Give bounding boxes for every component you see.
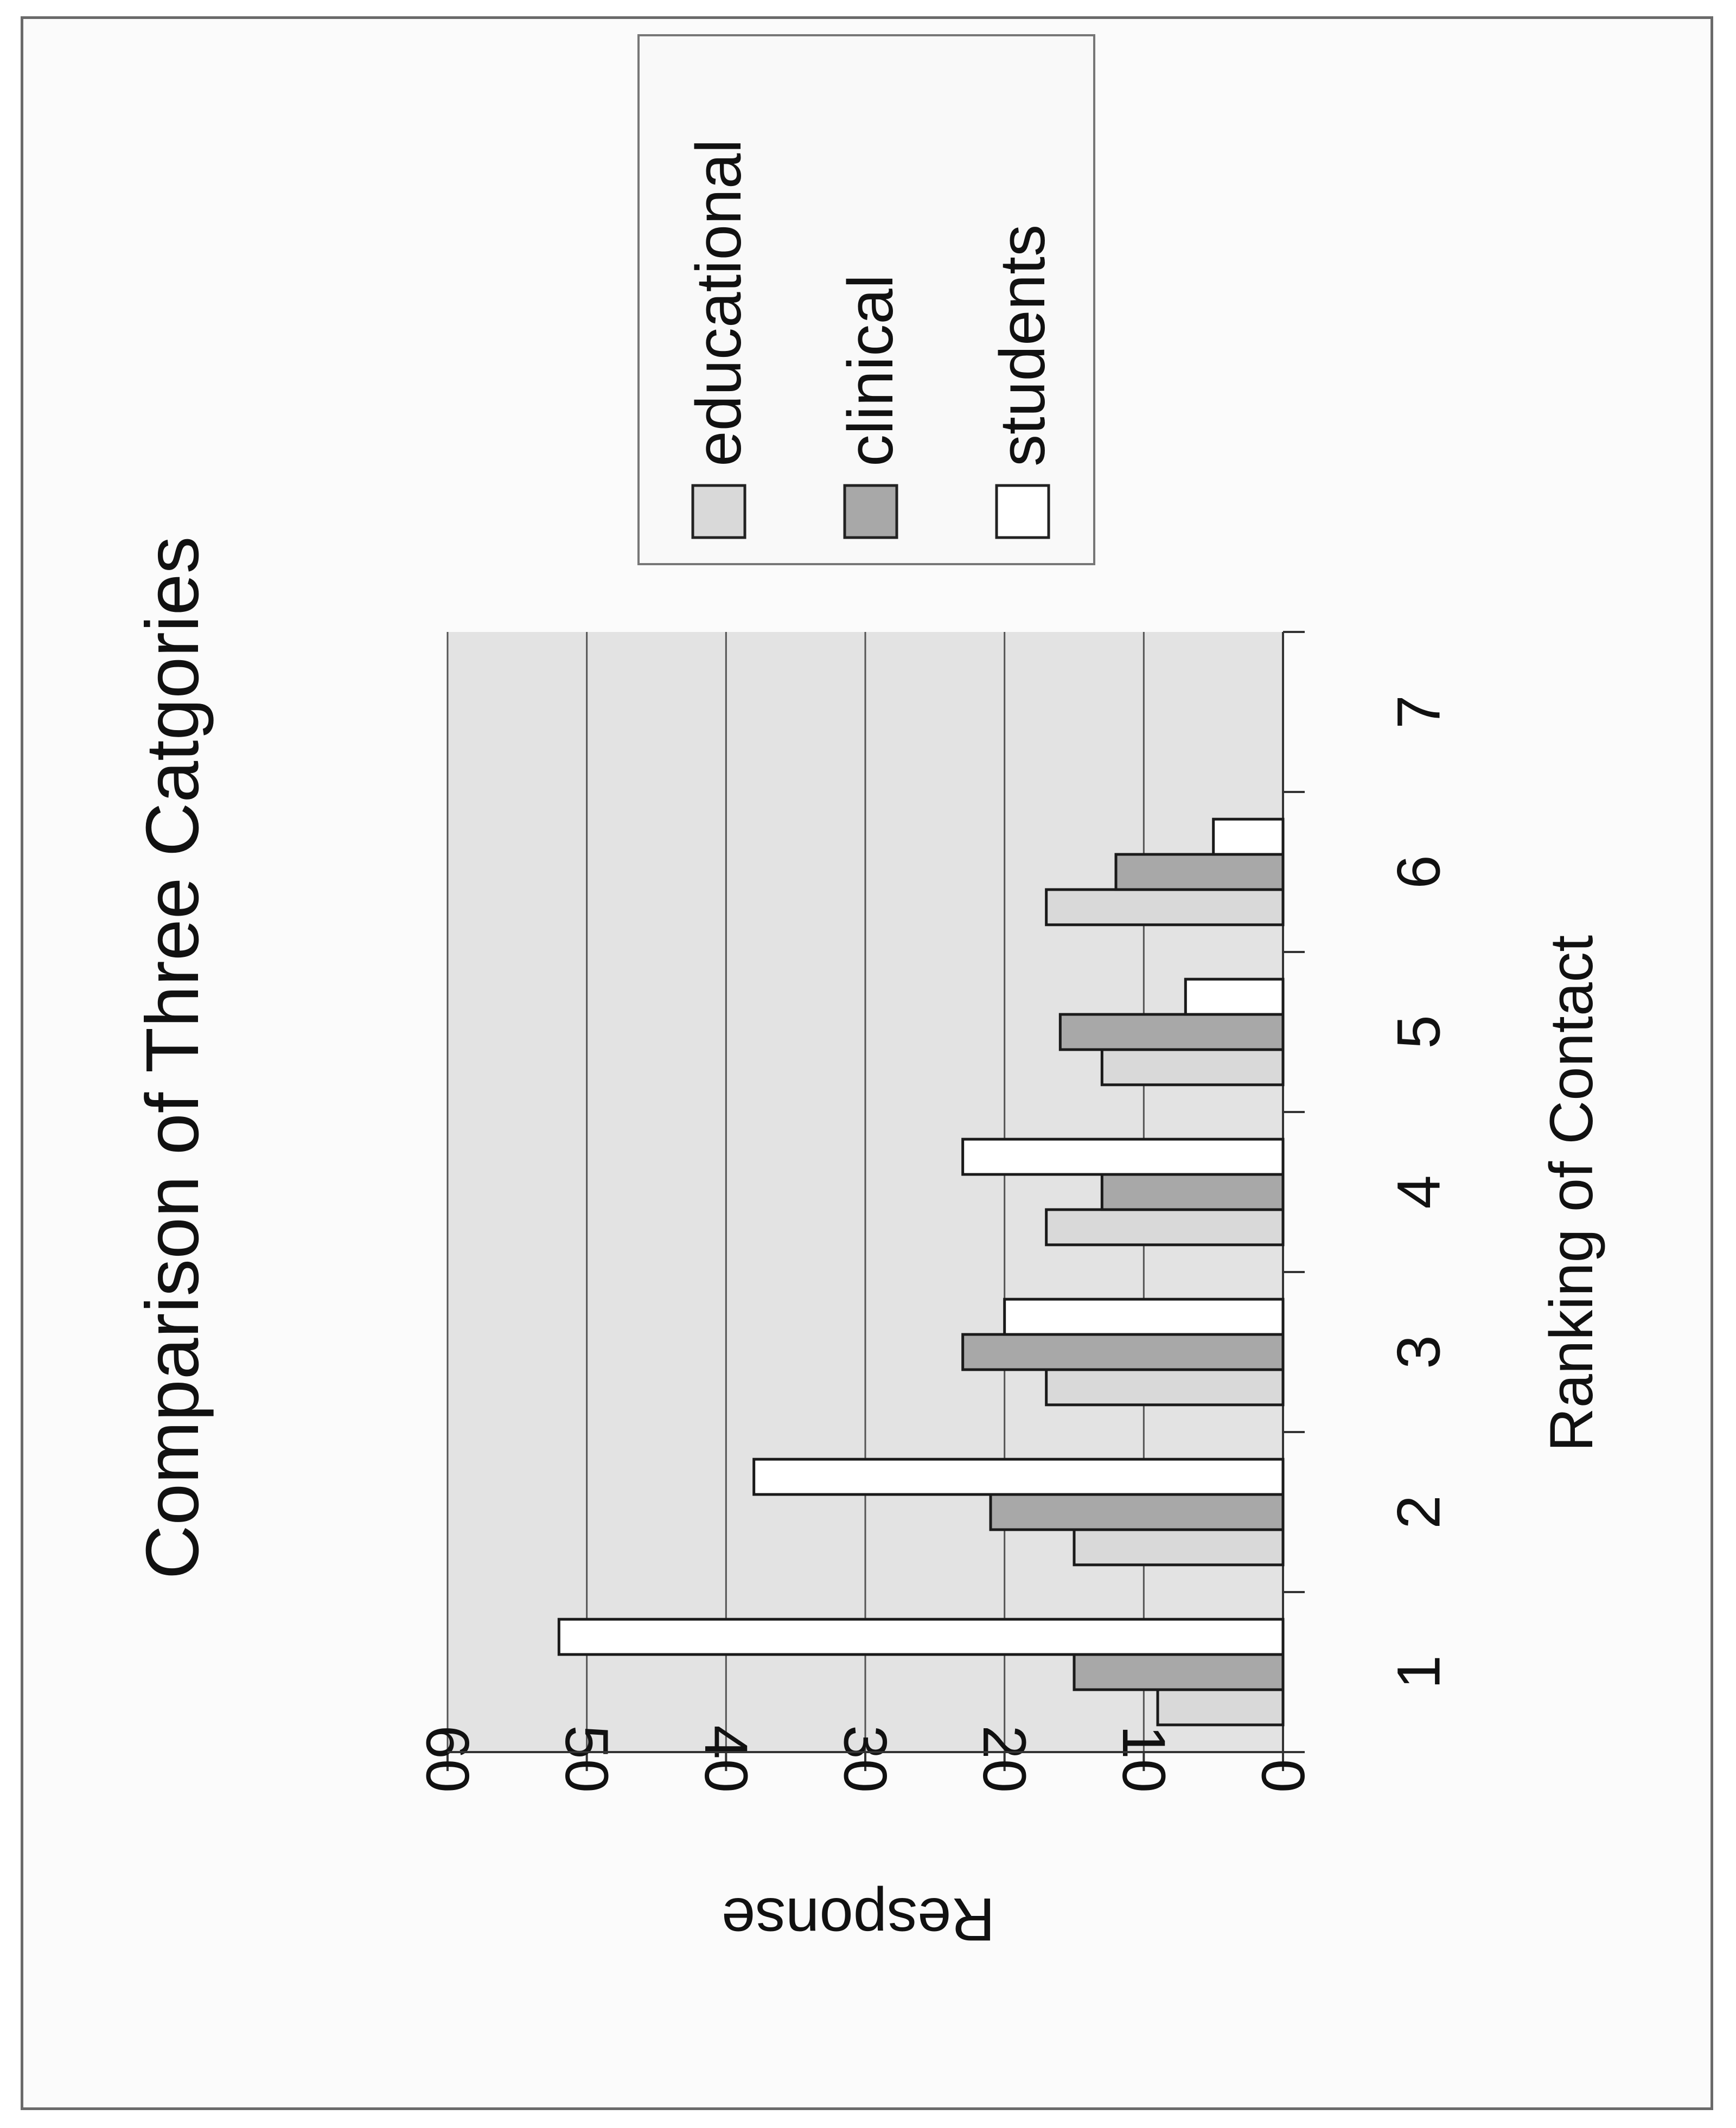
bar-educational [1046, 1210, 1283, 1245]
bar-clinical [1074, 1654, 1283, 1690]
x-tick-label: 7 [1385, 695, 1453, 728]
legend-swatch-students [997, 485, 1049, 538]
x-axis-label: Ranking of Contact [1537, 935, 1605, 1452]
bar-educational [1102, 1050, 1283, 1085]
bar-clinical [991, 1494, 1283, 1530]
legend-swatch-educational [693, 485, 745, 538]
x-tick-label: 3 [1385, 1335, 1453, 1369]
bar-clinical [963, 1334, 1283, 1370]
x-tick-label: 2 [1385, 1495, 1453, 1529]
bar-students [559, 1619, 1283, 1654]
legend: educational clinical students [639, 35, 1094, 564]
bar-students [1185, 979, 1283, 1014]
y-tick-label: 20 [971, 1725, 1038, 1793]
x-tick-label: 5 [1385, 1015, 1453, 1049]
y-tick-label: 60 [414, 1725, 482, 1793]
bar-educational [1158, 1690, 1283, 1725]
y-axis-label: Response [722, 1886, 995, 1953]
x-tick-label: 1 [1385, 1655, 1453, 1689]
plot-layer: 0 10 20 30 40 50 60 1 2 3 4 5 6 7 [414, 632, 1453, 1793]
y-tick-label: 30 [832, 1725, 899, 1793]
y-tick-label: 50 [553, 1725, 621, 1793]
bar-educational [1074, 1530, 1283, 1565]
bar-clinical [1116, 854, 1283, 890]
legend-label-educational: educational [683, 139, 755, 467]
legend-swatch-clinical [845, 485, 897, 538]
bar-clinical [1102, 1174, 1283, 1210]
y-tick-label: 10 [1110, 1725, 1178, 1793]
bar-students [963, 1139, 1283, 1174]
y-tick-label: 40 [692, 1725, 760, 1793]
bar-clinical [1060, 1014, 1283, 1050]
chart-title: Comparison of Three Catgories [131, 536, 214, 1580]
bar-students [1005, 1299, 1283, 1334]
legend-label-students: students [987, 225, 1058, 467]
bar-students [754, 1459, 1283, 1494]
bar-educational [1046, 890, 1283, 925]
x-tick-label: 4 [1385, 1175, 1453, 1209]
bar-educational [1046, 1370, 1283, 1405]
y-tick-label: 0 [1249, 1759, 1317, 1793]
x-tick-label: 6 [1385, 855, 1453, 889]
legend-label-clinical: clinical [835, 274, 907, 467]
bar-students [1214, 819, 1283, 854]
